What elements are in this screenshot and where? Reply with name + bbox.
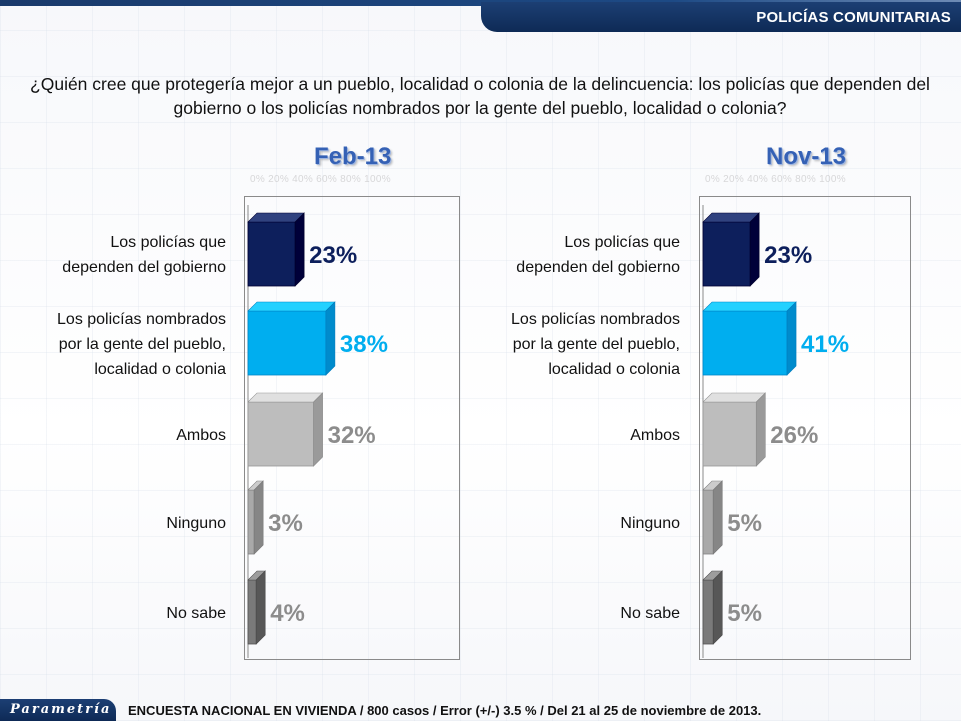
survey-note: ENCUESTA NACIONAL EN VIVIENDA / 800 caso… bbox=[128, 703, 762, 718]
category-label-line: Ninguno bbox=[620, 514, 680, 532]
category-label-line: por la gente del pueblo, bbox=[512, 335, 680, 353]
category-label-nov13-5: No sabe bbox=[470, 601, 680, 626]
axis-ticks-feb13: 0% 20% 40% 60% 80% 100% bbox=[250, 174, 391, 185]
category-label-nov13-1: Los policías que dependen del gobierno bbox=[470, 230, 680, 280]
category-label-line: Los policías nombrados bbox=[511, 310, 680, 328]
category-label-nov13-3: Ambos bbox=[470, 423, 680, 448]
survey-question: ¿Quién cree que protegería mejor a un pu… bbox=[30, 74, 930, 118]
category-label-nov13-2: Los policías nombrados por la gente del p… bbox=[470, 307, 680, 382]
top-stripe bbox=[0, 0, 961, 6]
bar-nov13-5 bbox=[702, 570, 723, 645]
value-label-nov13-2: 41% bbox=[801, 331, 849, 358]
bar-feb13-3 bbox=[247, 392, 324, 467]
bar-feb13-5 bbox=[247, 570, 266, 645]
header-tab: POLICÍAS COMUNITARIAS bbox=[481, 2, 961, 32]
bar-feb13-4 bbox=[247, 480, 264, 555]
value-label-feb13-5: 4% bbox=[270, 600, 305, 627]
category-label-line: dependen del gobierno bbox=[62, 259, 226, 276]
category-label-feb13-4: Ninguno bbox=[16, 511, 226, 536]
chart-title-nov13: Nov-13 bbox=[766, 143, 847, 170]
category-label-feb13-2: Los policías nombrados por la gente del p… bbox=[16, 307, 226, 382]
bar-nov13-4 bbox=[702, 480, 723, 555]
category-label-feb13-3: Ambos bbox=[16, 423, 226, 448]
value-label-nov13-1: 23% bbox=[764, 242, 812, 269]
bar-nov13-1 bbox=[702, 212, 760, 287]
category-label-line: Ambos bbox=[630, 426, 680, 444]
category-label-line: dependen del gobierno bbox=[516, 259, 680, 276]
category-label-line: Los policías que bbox=[564, 234, 680, 251]
chart-frame-feb13 bbox=[244, 196, 460, 660]
category-label-line: No sabe bbox=[166, 604, 226, 622]
value-label-feb13-1: 23% bbox=[309, 242, 357, 269]
bar-feb13-1 bbox=[247, 212, 305, 287]
value-label-feb13-3: 32% bbox=[328, 422, 376, 449]
category-label-line: localidad o colonia bbox=[94, 360, 226, 378]
value-label-feb13-4: 3% bbox=[268, 510, 303, 537]
value-label-nov13-4: 5% bbox=[727, 510, 762, 537]
category-label-line: localidad o colonia bbox=[548, 360, 680, 378]
category-label-line: por la gente del pueblo, bbox=[58, 335, 226, 353]
category-label-line: Ninguno bbox=[166, 514, 226, 532]
value-label-nov13-3: 26% bbox=[770, 422, 818, 449]
category-label-line: Ambos bbox=[176, 426, 226, 444]
logo-text: Parametría bbox=[10, 702, 112, 717]
category-label-line: Los policías nombrados bbox=[57, 310, 226, 328]
axis-ticks-nov13: 0% 20% 40% 60% 80% 100% bbox=[705, 174, 846, 185]
footer-logo: Parametría bbox=[0, 699, 116, 721]
chart-frame-nov13 bbox=[699, 196, 911, 660]
value-label-nov13-5: 5% bbox=[727, 600, 762, 627]
category-label-nov13-4: Ninguno bbox=[470, 511, 680, 536]
section-title: POLICÍAS COMUNITARIAS bbox=[756, 9, 951, 26]
category-label-line: No sabe bbox=[620, 604, 680, 622]
category-label-feb13-5: No sabe bbox=[16, 601, 226, 626]
bar-feb13-2 bbox=[247, 301, 336, 376]
category-label-feb13-1: Los policías que dependen del gobierno bbox=[16, 230, 226, 280]
bar-nov13-2 bbox=[702, 301, 797, 376]
value-label-feb13-2: 38% bbox=[340, 331, 388, 358]
category-label-line: Los policías que bbox=[110, 234, 226, 251]
bar-nov13-3 bbox=[702, 392, 767, 467]
chart-title-feb13: Feb-13 bbox=[314, 143, 392, 170]
